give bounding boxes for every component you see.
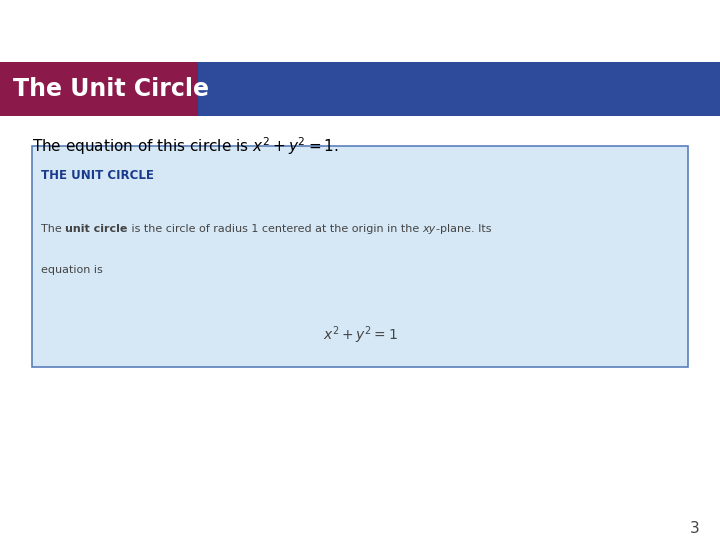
Text: is the circle of radius 1 centered at the origin in the: is the circle of radius 1 centered at th…	[127, 225, 423, 234]
Text: 3: 3	[690, 521, 700, 536]
Text: xy: xy	[423, 225, 436, 234]
Bar	[198, 62, 720, 116]
Text: equation is: equation is	[41, 265, 103, 275]
Text: The Unit Circle: The Unit Circle	[13, 77, 209, 101]
Text: The equation of this circle is $x^2 + y^2 = 1$.: The equation of this circle is $x^2 + y^…	[32, 135, 339, 157]
FancyBboxPatch shape	[32, 146, 688, 367]
Text: unit circle: unit circle	[66, 225, 127, 234]
Bar	[0, 62, 198, 116]
Text: THE UNIT CIRCLE: THE UNIT CIRCLE	[41, 169, 154, 182]
Text: -plane. Its: -plane. Its	[436, 225, 491, 234]
Text: $x^2 + y^2 = 1$: $x^2 + y^2 = 1$	[323, 324, 397, 346]
Text: The: The	[41, 225, 66, 234]
